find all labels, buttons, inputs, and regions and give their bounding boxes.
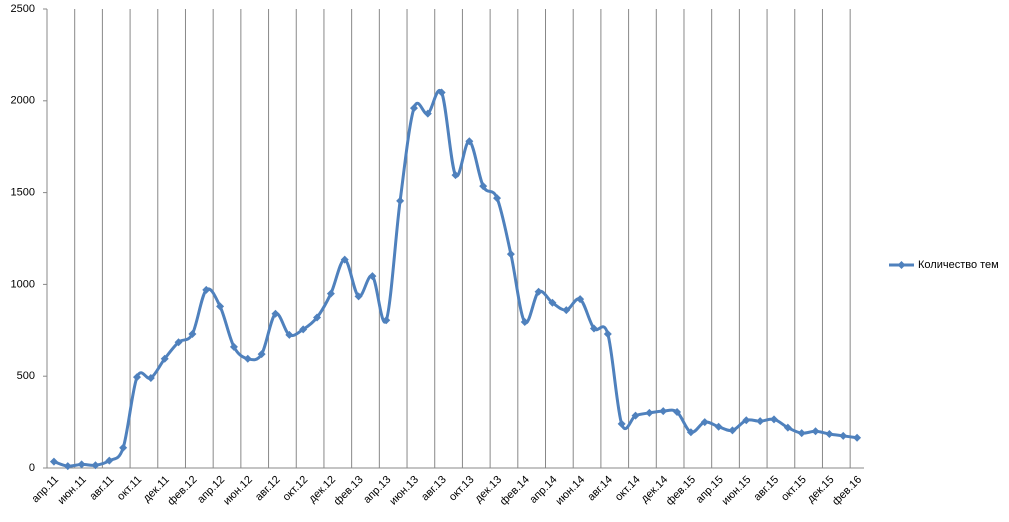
y-tick-label: 2500 — [11, 3, 35, 15]
point-marker — [340, 255, 349, 264]
point-marker — [409, 104, 418, 113]
point-marker — [797, 429, 806, 438]
point-marker — [326, 289, 335, 298]
x-tick-label: окт.11 — [115, 474, 144, 503]
legend-marker — [897, 261, 906, 269]
y-tick-label: 1000 — [11, 278, 35, 290]
point-marker — [257, 350, 266, 359]
point-marker — [271, 309, 280, 318]
point-marker — [423, 109, 432, 118]
x-tick-label: окт.13 — [447, 474, 477, 504]
point-marker — [686, 428, 695, 437]
point-marker — [714, 422, 723, 431]
y-tick-label: 2000 — [11, 95, 35, 107]
x-tick-label: авг.12 — [253, 474, 283, 504]
point-marker — [465, 137, 474, 146]
point-marker — [576, 295, 585, 304]
point-marker — [77, 460, 86, 469]
y-tick-label: 500 — [17, 370, 35, 382]
point-marker — [146, 374, 155, 383]
x-tick-label: фев.14 — [498, 474, 532, 508]
point-marker — [285, 330, 294, 339]
y-tick-label: 0 — [29, 462, 35, 474]
point-marker — [548, 298, 557, 307]
point-marker — [437, 88, 446, 97]
point-marker — [728, 426, 737, 435]
x-tick-label: окт.14 — [613, 474, 643, 504]
point-marker — [756, 417, 765, 426]
x-tick-label: фев.15 — [664, 474, 698, 508]
x-tick-label: авг.11 — [87, 474, 116, 503]
point-marker — [202, 285, 211, 294]
point-marker — [243, 354, 252, 363]
point-marker — [659, 407, 668, 416]
point-marker — [105, 456, 114, 465]
point-marker — [49, 457, 58, 466]
point-marker — [617, 419, 626, 428]
point-marker — [63, 462, 72, 471]
point-marker — [645, 408, 654, 417]
x-tick-label: авг.13 — [419, 474, 449, 504]
point-marker — [520, 318, 529, 327]
point-marker — [783, 423, 792, 432]
point-marker — [313, 313, 322, 322]
point-marker — [354, 292, 363, 301]
x-tick-label: фев.16 — [830, 474, 864, 508]
point-marker — [562, 306, 571, 315]
x-tick-label: июн.12 — [221, 474, 255, 508]
x-tick-label: фев.13 — [332, 474, 366, 508]
point-marker — [174, 338, 183, 347]
x-tick-label: фев.12 — [165, 474, 199, 508]
x-tick-label: окт.12 — [281, 474, 311, 504]
point-marker — [603, 329, 612, 338]
point-marker — [589, 324, 598, 333]
point-marker — [216, 302, 225, 311]
x-tick-label: авг.15 — [752, 474, 782, 504]
point-marker — [479, 182, 488, 191]
point-marker — [853, 433, 862, 442]
y-tick-label: 1500 — [11, 187, 35, 199]
point-marker — [160, 354, 169, 363]
point-marker — [382, 316, 391, 325]
point-marker — [673, 408, 682, 417]
x-tick-label: авг.14 — [585, 474, 615, 504]
point-marker — [839, 431, 848, 440]
point-marker — [299, 325, 308, 334]
x-tick-label: окт.15 — [779, 474, 809, 504]
point-marker — [91, 461, 100, 470]
point-marker — [396, 196, 405, 205]
x-tick-label: июн.15 — [720, 474, 754, 508]
series-line — [53, 88, 858, 468]
point-marker — [119, 443, 128, 452]
point-marker — [742, 416, 751, 425]
point-marker — [631, 411, 640, 420]
x-tick-label: июн.11 — [56, 474, 89, 507]
point-marker — [700, 418, 709, 427]
point-marker — [133, 373, 142, 382]
legend-label: Количество тем — [918, 259, 999, 271]
point-marker — [451, 171, 460, 180]
point-marker — [811, 427, 820, 436]
point-marker — [188, 329, 197, 338]
point-marker — [506, 250, 515, 259]
x-tick-label: июн.13 — [387, 474, 421, 508]
point-marker — [229, 342, 238, 351]
point-marker — [493, 194, 502, 203]
point-marker — [368, 272, 377, 281]
point-marker — [534, 287, 543, 296]
point-marker — [825, 430, 834, 439]
point-marker — [769, 415, 778, 424]
x-tick-label: июн.14 — [554, 474, 588, 508]
